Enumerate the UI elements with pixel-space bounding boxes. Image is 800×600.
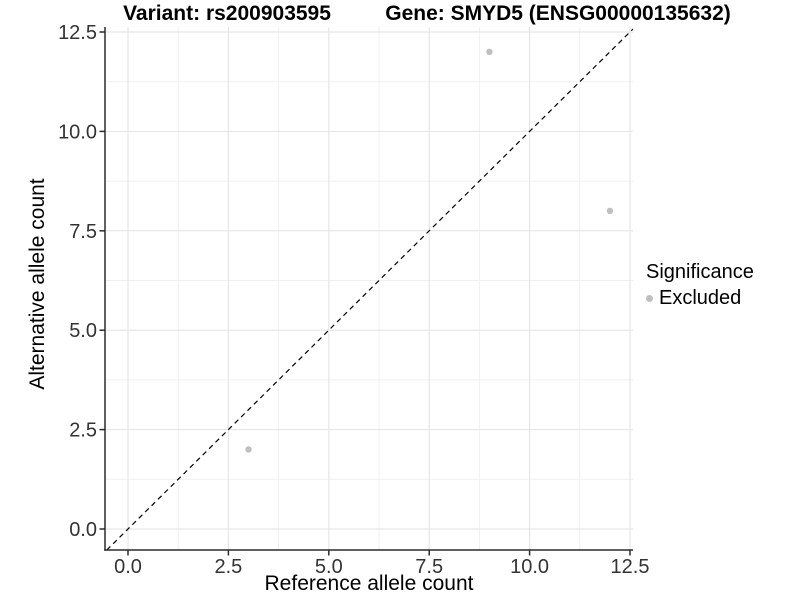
legend-item-label: Excluded xyxy=(659,287,742,309)
legend-item-excluded: Excluded xyxy=(646,287,754,310)
x-tick-label: 7.5 xyxy=(415,556,443,578)
x-tick-label: 0.0 xyxy=(114,556,142,578)
y-tick-label: 2.5 xyxy=(69,420,97,442)
y-tick-label: 12.5 xyxy=(58,22,97,44)
y-tick-label: 0.0 xyxy=(69,519,97,541)
identity-line xyxy=(106,28,634,551)
y-axis-title: Alternative allele count xyxy=(26,178,49,390)
legend: Significance Excluded xyxy=(646,261,754,310)
x-tick-label: 10.0 xyxy=(510,556,549,578)
x-axis-title: Reference allele count xyxy=(264,572,474,595)
data-point xyxy=(245,446,252,453)
legend-title: Significance xyxy=(646,261,754,283)
plot-title-variant: Variant: rs200903595 xyxy=(123,2,331,25)
y-tick-label: 10.0 xyxy=(58,121,97,143)
legend-point-icon xyxy=(646,295,653,302)
x-tick-label: 5.0 xyxy=(315,556,343,578)
plot-title-gene: Gene: SMYD5 (ENSG00000135632) xyxy=(385,2,731,25)
x-tick-label: 12.5 xyxy=(611,556,650,578)
y-tick-label: 5.0 xyxy=(69,320,97,342)
data-point xyxy=(606,207,614,215)
y-tick-label: 7.5 xyxy=(69,221,97,243)
x-tick-label: 2.5 xyxy=(214,556,242,578)
data-point xyxy=(486,48,493,56)
